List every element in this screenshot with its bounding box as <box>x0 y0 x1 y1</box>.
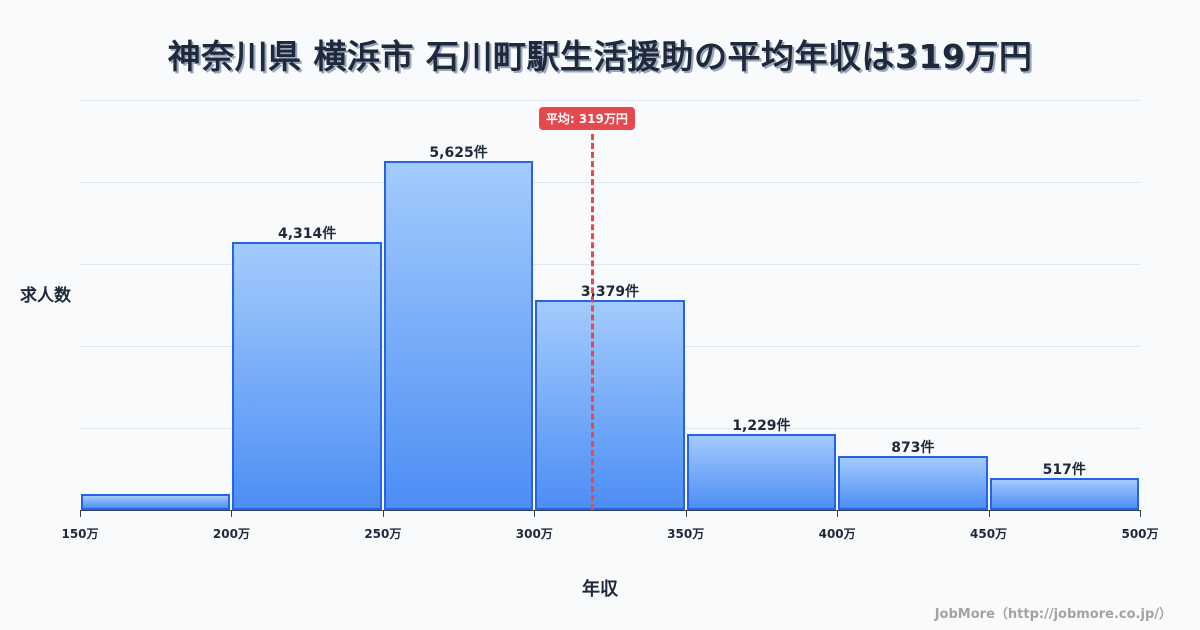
histogram-bar <box>535 300 685 510</box>
x-tick-label: 400万 <box>818 527 856 541</box>
x-tick <box>382 510 384 517</box>
gridline <box>80 182 1140 183</box>
x-tick-label: 200万 <box>212 527 250 541</box>
histogram-bar <box>989 478 1139 510</box>
chart-title: 神奈川県 横浜市 石川町駅生活援助の平均年収は319万円 <box>167 37 1033 76</box>
bar-value-label: 4,314件 <box>277 226 337 242</box>
x-tick <box>231 510 233 517</box>
x-tick <box>685 510 687 517</box>
x-tick-label: 150万 <box>61 527 99 541</box>
x-tick-label: 350万 <box>667 527 705 541</box>
bar-value-label: 1,229件 <box>732 418 791 434</box>
plot-area: 4,314件 5,625件 3,379件 1,229件 873件 517件 平均: 319… <box>80 100 1140 511</box>
x-tick-label: 300万 <box>515 527 553 541</box>
bar-value-label: 3,379件 <box>580 284 640 300</box>
x-axis <box>80 510 1140 511</box>
gridline <box>80 264 1140 265</box>
histogram-bar <box>232 242 382 510</box>
x-tick-label: 450万 <box>970 527 1008 541</box>
x-tick-label: 250万 <box>364 527 402 541</box>
bar-value-label: 5,625件 <box>429 145 488 161</box>
x-tick <box>1140 510 1141 517</box>
x-tick <box>988 510 990 517</box>
x-axis-label: 年収 <box>582 579 618 600</box>
y-axis-label: 求人数 <box>20 286 71 306</box>
histogram-bar <box>686 434 837 510</box>
mean-badge: 平均: 319万円 <box>538 107 635 130</box>
histogram-bar <box>81 494 231 510</box>
footer-credit: JobMore（http://jobmore.co.jp/） <box>934 607 1172 622</box>
x-tick <box>80 510 81 517</box>
histogram-bar <box>383 161 534 510</box>
x-tick <box>837 510 839 517</box>
x-tick-label: 500万 <box>1121 527 1159 541</box>
mean-line <box>590 134 594 510</box>
gridline <box>80 100 1140 101</box>
bar-value-label: 517件 <box>1042 462 1086 478</box>
x-tick <box>534 510 536 517</box>
histogram-bar <box>838 456 988 510</box>
bar-value-label: 873件 <box>891 440 935 456</box>
